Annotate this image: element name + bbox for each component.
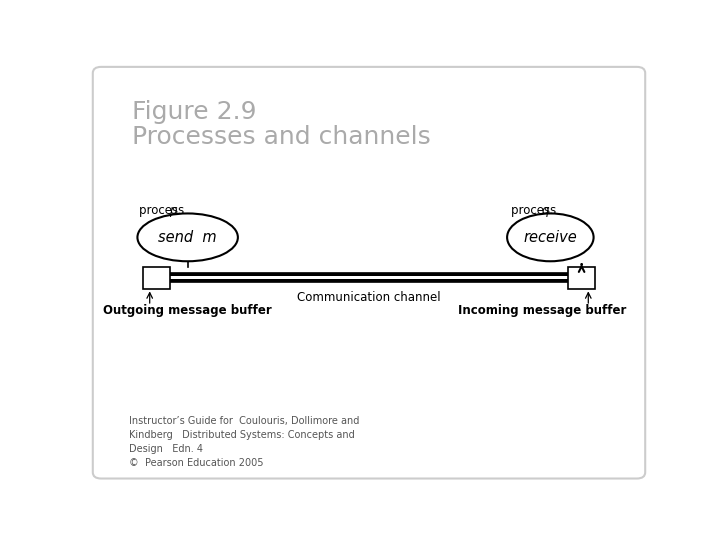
Bar [143,267,170,288]
FancyBboxPatch shape [93,67,645,478]
Bar [170,273,568,282]
Text: Figure 2.9: Figure 2.9 [132,100,256,124]
Text: receive: receive [523,230,577,245]
Text: send  m: send m [158,230,217,245]
Bar [170,276,568,279]
Bar [568,267,595,288]
Text: process: process [139,204,188,217]
Text: Incoming message buffer: Incoming message buffer [458,304,626,317]
Text: Processes and channels: Processes and channels [132,125,431,149]
Text: Instructor’s Guide for  Coulouris, Dollimore and
Kindberg   Distributed Systems:: Instructor’s Guide for Coulouris, Dollim… [129,416,359,468]
Text: Communication channel: Communication channel [297,292,441,305]
Ellipse shape [507,213,593,261]
Text: Outgoing message buffer: Outgoing message buffer [103,304,272,317]
Text: q: q [541,204,549,217]
Text: p: p [169,204,176,217]
Text: process: process [511,204,560,217]
Ellipse shape [138,213,238,261]
